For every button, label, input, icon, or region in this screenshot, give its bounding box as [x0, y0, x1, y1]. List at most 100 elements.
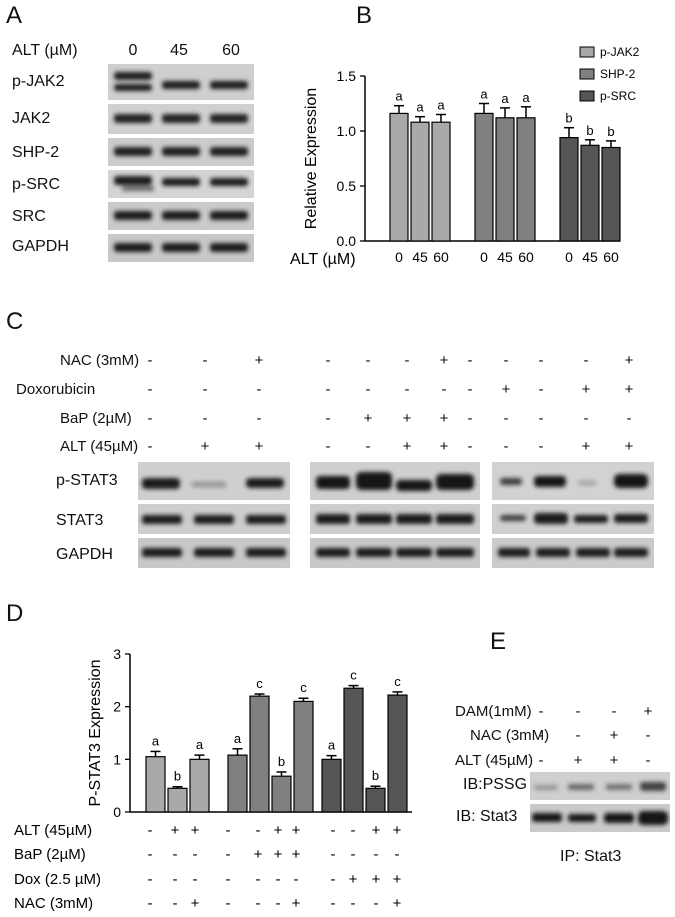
treatment-sign: -	[325, 410, 331, 427]
treatment-sign: -	[538, 727, 544, 744]
treatment-sign: -	[325, 352, 331, 369]
bar	[293, 700, 314, 813]
treatment-sign: -	[467, 352, 473, 369]
treatment-sign: -	[645, 727, 651, 744]
treatment-sign: -	[467, 410, 473, 427]
significance-letter: c	[394, 674, 401, 689]
y-tick-label: 2	[113, 699, 121, 715]
panel-a-dose: 45	[170, 42, 188, 59]
significance-letter: a	[328, 738, 336, 753]
blot-label-stat3: IB: Stat3	[456, 808, 518, 825]
y-axis-label: Relative Expression	[303, 88, 320, 229]
treatment-label: DAM(1mM)	[455, 703, 532, 720]
condition-sign: +	[393, 822, 402, 839]
treatment-sign: -	[503, 352, 509, 369]
condition-sign: -	[374, 846, 379, 863]
condition-sign: -	[226, 846, 231, 863]
blot-label-src: SRC	[12, 208, 46, 225]
condition-sign: -	[331, 895, 336, 912]
treatment-sign: -	[611, 703, 617, 720]
treatment-label: ALT (45µM)	[455, 752, 534, 769]
significance-letter: a	[480, 87, 488, 102]
treatment-sign: +	[581, 438, 591, 455]
condition-sign: +	[292, 846, 301, 863]
condition-sign: -	[351, 822, 356, 839]
bar	[601, 146, 621, 242]
panel-label-d: D	[6, 600, 24, 627]
condition-sign: +	[393, 871, 402, 888]
bar	[145, 756, 166, 813]
significance-letter: a	[395, 89, 403, 104]
significance-letter: a	[416, 100, 424, 115]
treatment-label: Doxorubicin	[16, 381, 96, 398]
condition-sign: -	[374, 895, 379, 912]
treatment-sign: -	[202, 410, 208, 427]
treatment-sign: -	[575, 727, 581, 744]
treatment-sign: -	[256, 410, 262, 427]
panel-c-western-blots	[138, 462, 654, 568]
treatment-sign: -	[365, 381, 371, 398]
bar	[516, 117, 536, 242]
significance-letter: a	[501, 91, 509, 106]
condition-sign: -	[256, 895, 261, 912]
condition-label: ALT (45µM)	[14, 822, 92, 839]
panel-label-b: B	[356, 2, 373, 29]
significance-letter: a	[522, 90, 530, 105]
legend-swatch	[579, 90, 595, 102]
panel-label-e: E	[490, 628, 507, 655]
significance-letter: a	[152, 733, 160, 748]
treatment-sign: -	[583, 410, 589, 427]
condition-sign: -	[226, 822, 231, 839]
y-tick-label: 0.5	[337, 178, 357, 194]
x-tick-label: 45	[582, 249, 598, 265]
condition-sign: -	[173, 895, 178, 912]
condition-sign: -	[351, 895, 356, 912]
treatment-sign: +	[402, 438, 412, 455]
condition-sign: -	[148, 822, 153, 839]
treatment-label: BaP (2µM)	[60, 410, 132, 427]
bar	[389, 112, 409, 242]
significance-letter: b	[372, 768, 379, 783]
x-tick-label: 0	[395, 249, 403, 265]
condition-sign: -	[256, 871, 261, 888]
bar	[559, 136, 579, 242]
y-tick-label: 1	[113, 751, 121, 767]
bar	[495, 117, 515, 242]
significance-letter: b	[565, 111, 572, 126]
condition-label: Dox (2.5 µM)	[14, 871, 101, 888]
bar	[167, 787, 188, 813]
treatment-label: NAC (3mM)	[60, 352, 140, 369]
condition-sign: +	[191, 822, 200, 839]
condition-sign: +	[349, 871, 358, 888]
bar	[321, 758, 342, 813]
treatment-sign: +	[609, 752, 619, 769]
treatment-sign: -	[538, 752, 544, 769]
significance-letter: b	[278, 754, 285, 769]
treatment-sign: -	[538, 703, 544, 720]
y-tick-label: 0	[113, 804, 121, 820]
treatment-sign: -	[441, 381, 447, 398]
blot-label-pjak2: p-JAK2	[12, 73, 65, 90]
treatment-sign: -	[325, 381, 331, 398]
x-tick-label: 60	[603, 249, 619, 265]
treatment-sign: +	[581, 381, 591, 398]
bar	[249, 695, 270, 813]
legend-label: p-SRC	[600, 89, 636, 103]
bar	[431, 121, 451, 242]
condition-sign: +	[292, 895, 301, 912]
condition-sign: -	[351, 846, 356, 863]
treatment-label: NAC (3mM)	[470, 727, 550, 744]
significance-letter: b	[174, 769, 181, 784]
x-tick-label: 0	[565, 249, 573, 265]
treatment-sign: -	[147, 381, 153, 398]
blot-label-shp2: SHP-2	[12, 144, 60, 161]
x-tick-label: 0	[480, 249, 488, 265]
legend-swatch	[579, 46, 595, 58]
x-tick-label: 60	[518, 249, 534, 265]
condition-sign: -	[193, 871, 198, 888]
treatment-sign: +	[439, 410, 449, 427]
x-tick-label: 60	[433, 249, 449, 265]
bar	[474, 112, 494, 242]
condition-sign: -	[331, 871, 336, 888]
condition-sign: +	[372, 822, 381, 839]
